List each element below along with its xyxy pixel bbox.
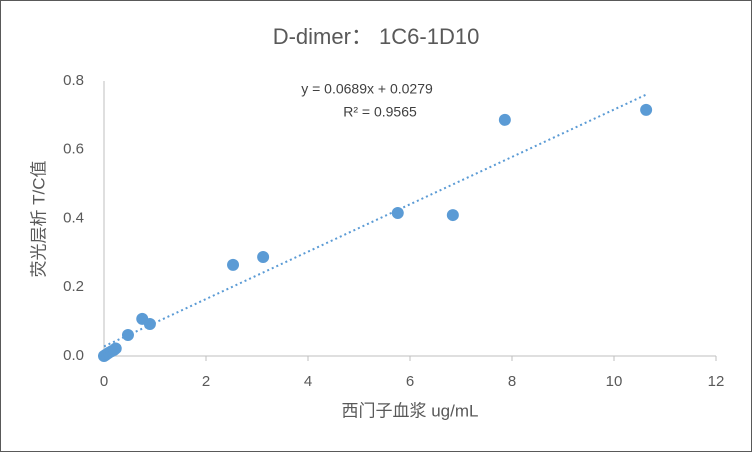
y-tick-label: 0.6 xyxy=(63,141,84,158)
x-tick-label: 12 xyxy=(708,373,725,390)
y-tick-label: 0.0 xyxy=(63,347,84,364)
point xyxy=(227,258,240,271)
x-tick-label: 10 xyxy=(606,373,623,390)
x-axis-label: 西门子血浆 ug/mL xyxy=(342,401,479,420)
point xyxy=(498,113,511,126)
point xyxy=(446,209,459,222)
x-tick-label: 4 xyxy=(304,373,312,390)
point xyxy=(391,207,404,219)
point xyxy=(109,342,122,355)
x-tick-label: 2 xyxy=(202,373,210,390)
y-tick-label: 0.8 xyxy=(63,72,84,89)
y-axis-label: 荧光层析 T/C值 xyxy=(29,160,48,277)
x-tick-label: 6 xyxy=(406,373,414,390)
x-tick-label: 8 xyxy=(508,373,516,390)
point xyxy=(257,251,270,263)
point xyxy=(143,318,156,331)
trend-r2: R² = 0.9565 xyxy=(343,104,417,120)
point xyxy=(640,103,653,116)
chart-title: D-dimer： 1C6-1D10 xyxy=(273,24,480,49)
x-tick-label: 0 xyxy=(100,373,108,390)
y-tick-label: 0.2 xyxy=(63,278,84,295)
point xyxy=(121,329,134,342)
y-tick-label: 0.4 xyxy=(63,209,84,226)
trend-equation: y = 0.0689x + 0.0279 xyxy=(301,81,433,97)
